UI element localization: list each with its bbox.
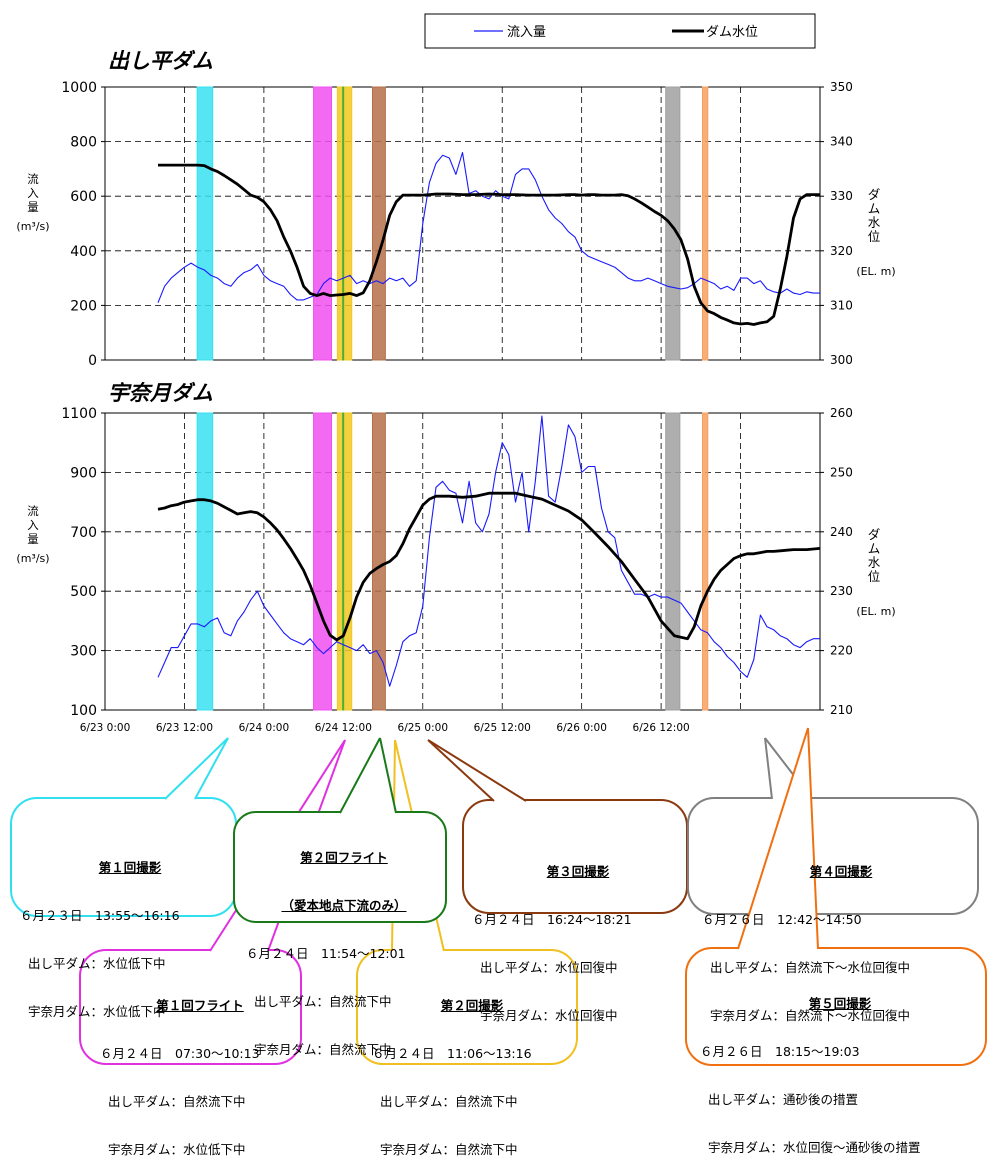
chart1-band-6 xyxy=(702,87,707,360)
callout-6: 第２回撮影 ６月２４日 11:06～13:16 出し平ダム：自然流下中 宇奈月ダ… xyxy=(372,966,572,1174)
chart2-y2label-unit: (EL. m) xyxy=(856,605,895,618)
callout-1-title: 第１回撮影 xyxy=(20,860,240,876)
chart2-y2label-char: 水 xyxy=(868,555,881,570)
callout-3-line1: ６月２４日 16:24～18:21 xyxy=(472,912,684,928)
chart2-y2tick-label: 230 xyxy=(830,584,853,598)
callout-7-title: 第５回撮影 xyxy=(700,996,980,1012)
chart2-band-1 xyxy=(314,413,332,710)
chart1-ylabel-char: 入 xyxy=(27,186,39,200)
callout-2-line1: ６月２４日 11:54～12:01 xyxy=(246,946,442,962)
chart1-plot: 0 200 400 600 800 1000 300 310 320 330 340 350 流入量 (m… xyxy=(16,80,895,369)
x-axis: 6/23 0:00 6/23 12:00 6/24 0:00 6/24 12:00 6/… xyxy=(80,722,690,734)
chart2-ylabel-char: 量 xyxy=(27,532,39,546)
x-tick-label: 6/23 12:00 xyxy=(156,722,213,734)
chart2-band-5 xyxy=(666,413,680,710)
chart1-band-5 xyxy=(666,87,680,360)
callout-4-line1: ６月２６日 12:42～14:50 xyxy=(702,912,980,928)
chart1-y2label-char: 水 xyxy=(868,215,881,230)
chart1-title: 出し平ダム xyxy=(108,49,213,73)
chart1-y2tick-label: 330 xyxy=(830,189,853,203)
chart2-band-6 xyxy=(702,413,707,710)
chart1-ylabel-char: 量 xyxy=(27,200,39,214)
chart1-band-0 xyxy=(197,87,213,360)
legend-inflow-label: 流入量 xyxy=(507,25,546,40)
chart2-ytick-label: 300 xyxy=(70,644,97,660)
chart2-ytick-label: 900 xyxy=(70,465,97,481)
callout-7-line1: ６月２６日 18:15～19:03 xyxy=(700,1044,980,1060)
chart2-ylabel-char: 入 xyxy=(27,518,39,532)
callout-5-line2: 出し平ダム：自然流下中 xyxy=(100,1094,300,1110)
callout-7-line3: 宇奈月ダム：水位回復～通砂後の措置 xyxy=(700,1140,980,1156)
chart1-ytick-label: 0 xyxy=(88,353,97,369)
chart1-y2label-unit: (EL. m) xyxy=(856,265,895,278)
chart2-y2tick-label: 210 xyxy=(830,703,853,717)
chart2-band-2 xyxy=(337,413,351,710)
callout-5: 第１回フライト ６月２４日 07:30～10:13 出し平ダム：自然流下中 宇奈… xyxy=(100,966,300,1174)
chart2-y2tick-label: 260 xyxy=(830,406,853,420)
chart1-band-3 xyxy=(343,87,344,360)
callout-6-line3: 宇奈月ダム：自然流下中 xyxy=(372,1142,572,1158)
chart2-y2label-char: 位 xyxy=(868,569,881,584)
callout-6-line2: 出し平ダム：自然流下中 xyxy=(372,1094,572,1110)
x-tick-label: 6/24 12:00 xyxy=(315,722,372,734)
chart2-title: 宇奈月ダム xyxy=(108,381,213,405)
chart1-y2tick-label: 310 xyxy=(830,298,853,312)
callout-6-line1: ６月２４日 11:06～13:16 xyxy=(372,1046,572,1062)
chart1-y2label-char: ム xyxy=(868,201,881,216)
chart1-y2label-char: 位 xyxy=(868,229,881,244)
callout-2-subtitle: （愛本地点下流のみ） xyxy=(246,898,442,914)
chart2-y2label-char: ダ xyxy=(868,527,881,542)
x-tick-label: 6/24 0:00 xyxy=(239,722,290,734)
chart1-ylabel-char: 流 xyxy=(27,172,39,186)
callout-1-line1: ６月２３日 13:55～16:16 xyxy=(20,908,240,924)
chart1-y2tick-label: 340 xyxy=(830,135,853,149)
x-tick-label: 6/25 12:00 xyxy=(474,722,531,734)
chart1-ytick-label: 200 xyxy=(70,298,97,314)
callout-5-title: 第１回フライト xyxy=(100,998,300,1014)
chart1-ytick-label: 400 xyxy=(70,244,97,260)
chart1-y2tick-label: 350 xyxy=(830,80,853,94)
chart1-ytick-label: 800 xyxy=(70,135,97,151)
chart2-y2tick-label: 250 xyxy=(830,465,853,479)
chart2-ytick-label: 500 xyxy=(70,584,97,600)
legend: 流入量 ダム水位 xyxy=(425,14,815,48)
x-tick-label: 6/23 0:00 xyxy=(80,722,131,734)
chart2-y2tick-label: 240 xyxy=(830,525,853,539)
chart2-y2tick-label: 220 xyxy=(830,644,853,658)
callout-5-line1: ６月２４日 07:30～10:13 xyxy=(100,1046,300,1062)
x-tick-label: 6/26 12:00 xyxy=(633,722,690,734)
chart1-band-4 xyxy=(372,87,385,360)
legend-level-label: ダム水位 xyxy=(706,25,758,40)
chart1-y2label-char: ダ xyxy=(868,187,881,202)
callout-5-line3: 宇奈月ダム：水位低下中 xyxy=(100,1142,300,1158)
chart1-y2tick-label: 320 xyxy=(830,244,853,258)
callout-3-title: 第３回撮影 xyxy=(472,864,684,880)
x-tick-label: 6/25 0:00 xyxy=(398,722,449,734)
chart1-ylabel-unit: (m³/s) xyxy=(16,220,49,233)
callout-6-title: 第２回撮影 xyxy=(372,998,572,1014)
chart2-ylabel-unit: (m³/s) xyxy=(16,552,49,565)
chart1-band-2 xyxy=(337,87,351,360)
chart1-ytick-label: 1000 xyxy=(61,80,97,96)
callout-2-title: 第２回フライト xyxy=(246,850,442,866)
chart2-band-3 xyxy=(343,413,344,710)
chart1-y2tick-label: 300 xyxy=(830,353,853,367)
chart2-ytick-label: 700 xyxy=(70,525,97,541)
callout-4-title: 第４回撮影 xyxy=(702,864,980,880)
chart1-band-1 xyxy=(314,87,332,360)
chart2-band-0 xyxy=(197,413,213,710)
x-tick-label: 6/26 0:00 xyxy=(556,722,607,734)
chart2-y2label-char: ム xyxy=(868,541,881,556)
chart2-ytick-label: 100 xyxy=(70,703,97,719)
callout-3-bubble-tail-a xyxy=(428,740,494,801)
chart2-ylabel-char: 流 xyxy=(27,504,39,518)
callout-7-line2: 出し平ダム：通砂後の措置 xyxy=(700,1092,980,1108)
chart1-ytick-label: 600 xyxy=(70,189,97,205)
chart2-ytick-label: 1100 xyxy=(61,406,97,422)
callout-7: 第５回撮影 ６月２６日 18:15～19:03 出し平ダム：通砂後の措置 宇奈月… xyxy=(700,964,980,1172)
callout-3-bubble-tail-b xyxy=(428,740,526,801)
chart2-plot: 100 300 500 700 900 1100 210 220 230 240 250 260 流入量… xyxy=(16,406,895,719)
